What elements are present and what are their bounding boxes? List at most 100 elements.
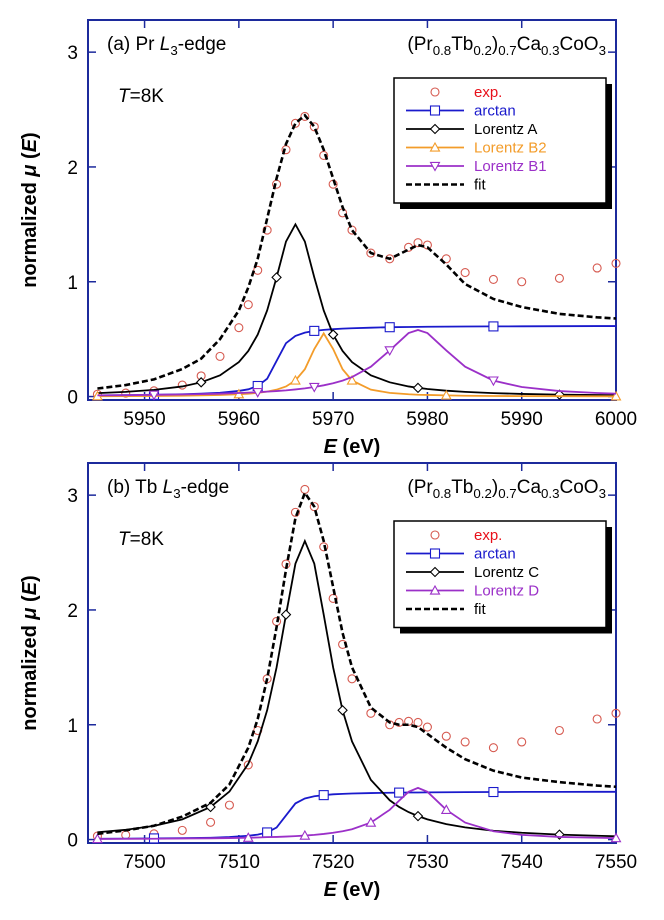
marker <box>253 265 263 275</box>
text-part: -edge <box>178 34 227 55</box>
text-part: (Pr <box>407 477 433 498</box>
text-part: normalized <box>19 177 41 288</box>
series-line <box>97 538 617 838</box>
x-tick-label: 7510 <box>218 852 260 873</box>
y-tick-label: 3 <box>67 486 78 507</box>
marker <box>611 258 621 268</box>
legend-label: Lorentz D <box>474 583 539 600</box>
panel-label: (b) Tb L3-edge <box>107 477 229 501</box>
marker <box>347 225 357 235</box>
marker <box>394 787 405 798</box>
text-part: 0.2 <box>473 486 492 501</box>
series-line <box>97 331 616 398</box>
marker <box>206 817 216 827</box>
text-part: 0.8 <box>433 486 452 501</box>
marker <box>300 484 310 494</box>
y-tick-label: 1 <box>67 716 78 737</box>
text-part: (eV) <box>337 436 380 458</box>
text-part: μ <box>19 165 41 178</box>
marker <box>309 325 320 336</box>
marker <box>429 161 441 172</box>
marker <box>404 716 414 726</box>
text-part: ) <box>492 477 498 498</box>
marker <box>242 832 254 842</box>
marker <box>440 389 452 400</box>
text-part: E <box>19 138 41 152</box>
x-tick-label: 6000 <box>595 409 637 430</box>
marker <box>271 272 282 283</box>
legend-label: fit <box>474 177 487 194</box>
series-line <box>97 790 616 840</box>
y-tick-label: 0 <box>67 831 78 852</box>
marker <box>148 390 160 401</box>
marker <box>412 382 424 394</box>
series-line <box>97 329 617 397</box>
annotation: T=8K <box>118 529 164 550</box>
legend-label: Lorentz B1 <box>474 158 547 175</box>
text-part: CoO <box>560 477 599 498</box>
text-part: 3 <box>599 486 606 501</box>
legend-box <box>393 77 607 204</box>
marker <box>517 277 527 287</box>
marker <box>290 118 300 128</box>
marker <box>243 760 253 770</box>
text-part: 3 <box>173 486 180 501</box>
y-tick-label: 1 <box>67 273 78 294</box>
text-part: E <box>324 879 338 901</box>
x-tick-label: 7500 <box>123 852 165 873</box>
legend-label: exp. <box>474 527 502 544</box>
text-part: 0.2 <box>473 43 492 58</box>
y-tick-label: 3 <box>67 43 78 64</box>
marker <box>224 800 234 810</box>
text-part: (Pr <box>407 34 433 55</box>
marker <box>366 248 376 258</box>
text-part: μ <box>19 608 41 621</box>
x-tick-label: 5980 <box>406 409 448 430</box>
x-tick-label: 7520 <box>312 852 354 873</box>
marker <box>429 105 441 116</box>
x-tick-label: 5960 <box>218 409 260 430</box>
text-part: 3 <box>599 43 606 58</box>
formula: (Pr0.8Tb0.2)0.7Ca0.3CoO3 <box>407 477 606 501</box>
marker <box>309 122 319 132</box>
marker <box>430 87 440 97</box>
text-part: E <box>19 581 41 595</box>
series-line <box>97 222 617 397</box>
marker <box>205 801 216 813</box>
text-part: E <box>324 436 338 458</box>
marker <box>488 786 499 798</box>
x-tick-label: 7550 <box>595 852 637 873</box>
text-part: -edge <box>181 477 230 498</box>
marker <box>177 825 187 835</box>
y-axis-label: normalized μ (E) <box>19 132 41 287</box>
text-part: ) <box>19 132 41 139</box>
x-axis-label: E (eV) <box>324 436 381 458</box>
marker <box>460 268 470 278</box>
plot-frame <box>87 462 617 844</box>
legend-label: arctan <box>474 546 516 563</box>
text-part: Ca <box>517 34 542 55</box>
marker <box>215 351 225 361</box>
marker <box>610 390 622 401</box>
x-tick-label: 7540 <box>501 852 543 873</box>
marker <box>429 123 441 135</box>
marker <box>318 790 329 801</box>
text-part: T <box>118 86 131 107</box>
plot-frame <box>87 19 617 401</box>
text-part: (eV) <box>337 879 380 901</box>
marker <box>319 150 329 161</box>
series-line <box>97 490 617 836</box>
legend-label: arctan <box>474 103 516 120</box>
marker <box>517 737 527 747</box>
marker <box>487 376 499 387</box>
series-line <box>97 113 617 390</box>
y-tick-label: 0 <box>67 388 78 409</box>
marker <box>412 810 424 822</box>
annotation: T=8K <box>118 86 164 107</box>
text-part: (b) Tb <box>107 477 163 498</box>
text-part: ( <box>19 595 41 608</box>
text-part: 3 <box>170 43 177 58</box>
marker <box>195 377 207 388</box>
marker <box>121 388 131 398</box>
